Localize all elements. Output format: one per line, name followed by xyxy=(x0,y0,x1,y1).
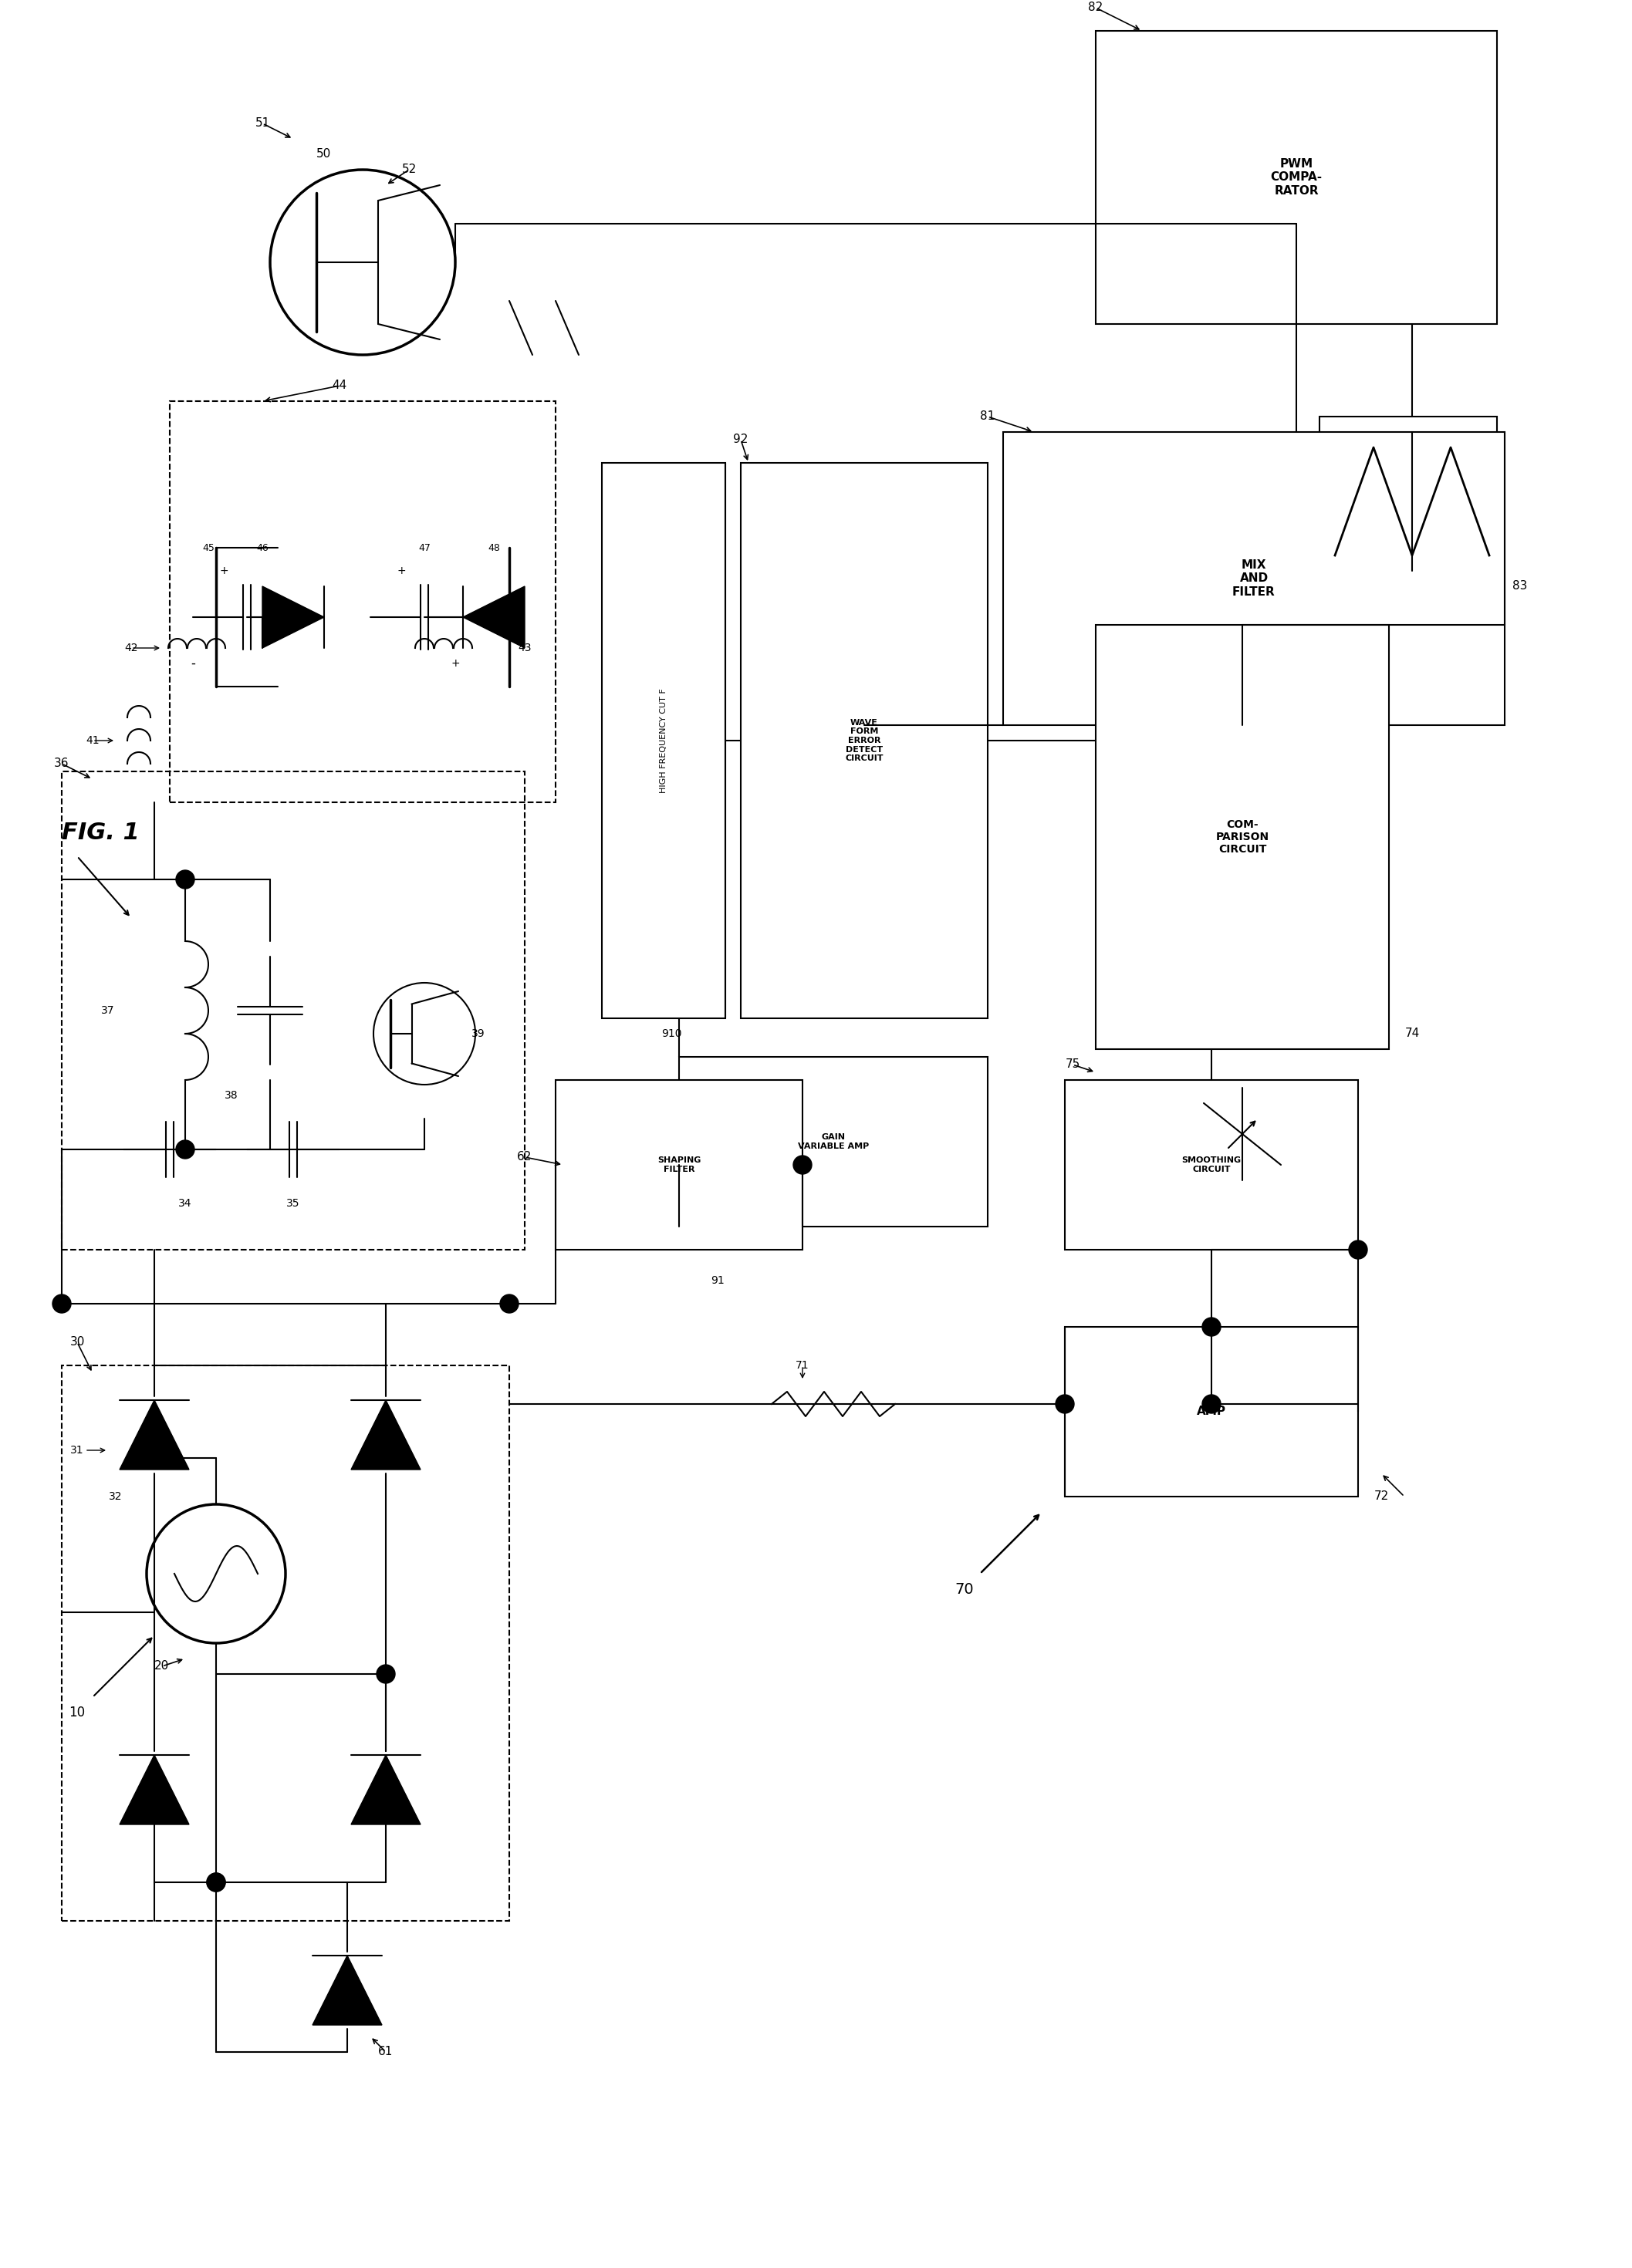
Text: 43: 43 xyxy=(517,642,532,653)
Circle shape xyxy=(176,871,194,889)
Text: +: + xyxy=(450,658,460,669)
Text: +: + xyxy=(219,565,228,576)
Circle shape xyxy=(52,1295,70,1313)
Circle shape xyxy=(1348,1241,1368,1259)
Text: 37: 37 xyxy=(101,1005,114,1016)
Circle shape xyxy=(377,1665,395,1683)
Circle shape xyxy=(207,1873,225,1892)
Text: AMP: AMP xyxy=(1196,1406,1226,1418)
Circle shape xyxy=(1056,1395,1074,1413)
Text: +: + xyxy=(397,565,406,576)
Text: 30: 30 xyxy=(70,1336,85,1347)
Text: WAVE
FORM
ERROR
DETECT
CIRCUIT: WAVE FORM ERROR DETECT CIRCUIT xyxy=(845,719,883,762)
Text: 44: 44 xyxy=(331,381,348,392)
Circle shape xyxy=(1203,1318,1221,1336)
Polygon shape xyxy=(312,1955,382,2025)
Polygon shape xyxy=(351,1755,421,1823)
Polygon shape xyxy=(263,587,325,649)
FancyBboxPatch shape xyxy=(602,463,725,1018)
Polygon shape xyxy=(119,1399,189,1470)
Text: SMOOTHING
CIRCUIT: SMOOTHING CIRCUIT xyxy=(1182,1157,1242,1173)
FancyBboxPatch shape xyxy=(1064,1327,1358,1497)
Polygon shape xyxy=(463,587,526,649)
Polygon shape xyxy=(351,1399,421,1470)
Polygon shape xyxy=(119,1755,189,1823)
Text: 20: 20 xyxy=(155,1660,170,1672)
Text: 34: 34 xyxy=(178,1198,193,1209)
Circle shape xyxy=(499,1295,519,1313)
FancyBboxPatch shape xyxy=(679,1057,987,1227)
Text: 72: 72 xyxy=(1374,1490,1389,1501)
FancyBboxPatch shape xyxy=(1064,1080,1358,1250)
Text: 45: 45 xyxy=(202,542,214,553)
Text: 10: 10 xyxy=(69,1706,85,1719)
Text: 31: 31 xyxy=(70,1445,83,1456)
Text: PWM
COMPA-
RATOR: PWM COMPA- RATOR xyxy=(1270,159,1322,197)
FancyBboxPatch shape xyxy=(555,1080,803,1250)
Text: 35: 35 xyxy=(287,1198,300,1209)
Text: 71: 71 xyxy=(796,1361,809,1370)
Text: 32: 32 xyxy=(109,1490,122,1501)
Text: GAIN
VARIABLE AMP: GAIN VARIABLE AMP xyxy=(798,1134,868,1150)
Text: 47: 47 xyxy=(418,542,431,553)
Text: 51: 51 xyxy=(255,118,269,129)
Circle shape xyxy=(176,1141,194,1159)
FancyBboxPatch shape xyxy=(1320,417,1497,572)
Text: -: - xyxy=(191,655,196,671)
Circle shape xyxy=(207,1873,225,1892)
Text: 42: 42 xyxy=(124,642,139,653)
Text: FIG. 1: FIG. 1 xyxy=(62,821,139,844)
FancyBboxPatch shape xyxy=(1095,32,1497,324)
Text: 83: 83 xyxy=(1513,581,1528,592)
Text: 48: 48 xyxy=(488,542,499,553)
FancyBboxPatch shape xyxy=(1004,431,1505,726)
Text: 52: 52 xyxy=(401,163,416,175)
Text: 61: 61 xyxy=(379,2046,393,2057)
Text: 74: 74 xyxy=(1405,1027,1420,1039)
Text: 91: 91 xyxy=(712,1275,725,1286)
Text: 910: 910 xyxy=(661,1027,682,1039)
Text: SHAPING
FILTER: SHAPING FILTER xyxy=(658,1157,700,1173)
Text: 38: 38 xyxy=(225,1091,238,1100)
Text: 75: 75 xyxy=(1066,1059,1080,1070)
Text: 70: 70 xyxy=(955,1581,974,1597)
Text: MIX
AND
FILTER: MIX AND FILTER xyxy=(1232,560,1276,599)
Circle shape xyxy=(1203,1395,1221,1413)
Text: 62: 62 xyxy=(517,1152,532,1163)
FancyBboxPatch shape xyxy=(741,463,987,1018)
FancyBboxPatch shape xyxy=(1095,626,1389,1050)
Text: COM-
PARISON
CIRCUIT: COM- PARISON CIRCUIT xyxy=(1216,819,1270,855)
Text: 92: 92 xyxy=(733,433,747,445)
Text: 82: 82 xyxy=(1089,2,1103,14)
Circle shape xyxy=(145,1449,163,1467)
Text: 41: 41 xyxy=(86,735,100,746)
Text: 46: 46 xyxy=(256,542,268,553)
Text: 39: 39 xyxy=(472,1027,485,1039)
Text: HIGH FREQUENCY CUT F: HIGH FREQUENCY CUT F xyxy=(659,687,667,794)
Text: 50: 50 xyxy=(317,147,331,161)
Text: 81: 81 xyxy=(981,411,996,422)
Circle shape xyxy=(793,1157,811,1175)
Text: 36: 36 xyxy=(54,758,69,769)
